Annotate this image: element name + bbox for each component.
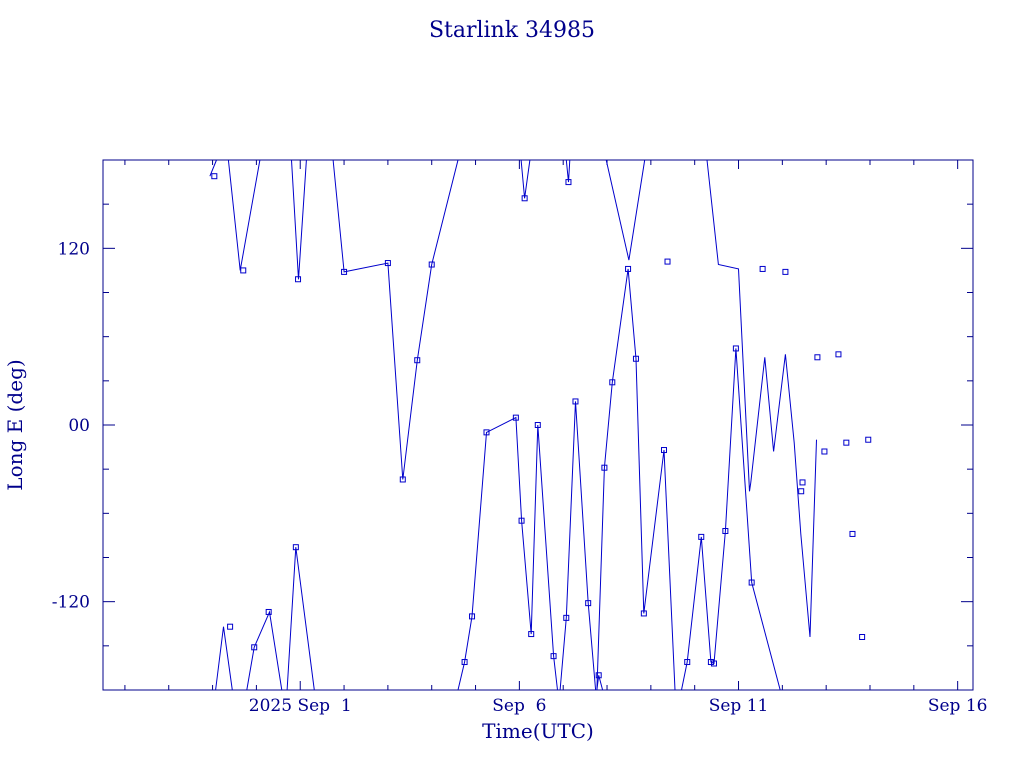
data-point-marker bbox=[512, 414, 519, 421]
data-point-marker bbox=[399, 476, 406, 483]
data-point-marker bbox=[601, 464, 608, 471]
data-point-marker bbox=[251, 644, 258, 651]
data-point-marker bbox=[469, 613, 476, 620]
data-point-marker bbox=[265, 608, 272, 615]
data-point-marker bbox=[748, 579, 755, 586]
y-tick-label: -120 bbox=[52, 593, 90, 613]
x-tick-label: 2025 Sep 1 bbox=[249, 696, 352, 716]
data-point-marker bbox=[632, 355, 639, 362]
orbit-track-segment bbox=[332, 159, 459, 480]
data-point-marker bbox=[483, 429, 490, 436]
orbit-track-segment bbox=[596, 268, 676, 691]
data-point-marker bbox=[461, 659, 468, 666]
orbit-track-segment bbox=[596, 675, 604, 691]
x-tick-label: Sep 6 bbox=[492, 696, 546, 716]
orbit-track-segment bbox=[681, 348, 781, 691]
data-point-marker bbox=[722, 528, 729, 534]
orbit-track-segment bbox=[559, 401, 597, 691]
data-point-marker bbox=[732, 345, 739, 352]
orbit-track-segment bbox=[215, 626, 233, 691]
data-point-marker bbox=[698, 533, 705, 540]
data-point-marker bbox=[534, 422, 541, 428]
series-lines bbox=[209, 159, 817, 691]
data-point-marker bbox=[843, 439, 850, 446]
data-point-marker bbox=[859, 634, 866, 640]
orbit-track-segment bbox=[246, 610, 283, 691]
orbit-track-segment bbox=[605, 159, 646, 261]
data-point-marker bbox=[240, 267, 247, 274]
data-point-marker bbox=[595, 672, 602, 679]
orbit-track-segment bbox=[520, 159, 531, 199]
data-point-marker bbox=[707, 659, 714, 666]
data-point-marker bbox=[528, 631, 535, 638]
orbit-track-segment bbox=[565, 159, 571, 183]
orbit-track-segment bbox=[209, 159, 217, 177]
x-tick-label: Sep 11 bbox=[709, 696, 769, 716]
data-point-marker bbox=[835, 351, 842, 358]
data-point-marker bbox=[550, 653, 557, 660]
data-point-marker bbox=[341, 268, 348, 275]
data-point-marker bbox=[414, 357, 421, 364]
data-point-marker bbox=[710, 660, 717, 667]
orbit-track-segment bbox=[227, 159, 261, 271]
data-point-marker bbox=[821, 448, 828, 455]
x-axis-label: Time(UTC) bbox=[482, 719, 594, 743]
data-point-marker bbox=[684, 659, 691, 666]
data-point-marker bbox=[625, 265, 632, 272]
data-point-marker bbox=[572, 398, 579, 405]
data-point-marker bbox=[849, 530, 856, 537]
tick-labels: 2025 Sep 1 Sep 6 Sep 11 Sep 16 120 00 -120 bbox=[52, 239, 988, 716]
data-point-marker bbox=[661, 447, 668, 454]
y-tick-label: 00 bbox=[68, 416, 90, 436]
data-point-marker bbox=[563, 614, 570, 621]
data-point-marker bbox=[585, 600, 592, 607]
data-point-marker bbox=[798, 488, 805, 495]
chart-title: Starlink 34985 bbox=[429, 18, 595, 43]
data-point-marker bbox=[211, 173, 218, 180]
orbit-track-segment bbox=[286, 547, 315, 691]
data-point-marker bbox=[521, 195, 528, 202]
data-point-marker bbox=[609, 379, 616, 386]
orbit-track-segment bbox=[291, 159, 307, 280]
orbit-track-segment bbox=[457, 416, 558, 691]
data-point-marker bbox=[518, 517, 525, 524]
data-point-marker bbox=[664, 258, 671, 265]
axis-ticks bbox=[103, 160, 973, 690]
orbit-track-segment bbox=[706, 159, 817, 638]
y-axis-label: Long E (deg) bbox=[3, 359, 27, 490]
data-point-marker bbox=[565, 179, 572, 186]
data-point-marker bbox=[799, 479, 806, 486]
data-point-marker bbox=[384, 260, 391, 267]
data-point-marker bbox=[759, 265, 766, 272]
data-point-marker bbox=[428, 261, 435, 268]
data-point-marker bbox=[865, 436, 872, 443]
data-point-marker bbox=[814, 354, 821, 361]
x-tick-label: Sep 16 bbox=[928, 696, 988, 716]
data-point-marker bbox=[292, 544, 299, 551]
data-markers bbox=[211, 173, 872, 679]
data-point-marker bbox=[295, 276, 302, 283]
data-point-marker bbox=[640, 610, 647, 617]
data-point-marker bbox=[227, 623, 234, 630]
data-point-marker bbox=[782, 268, 789, 275]
y-tick-label: 120 bbox=[58, 239, 90, 259]
